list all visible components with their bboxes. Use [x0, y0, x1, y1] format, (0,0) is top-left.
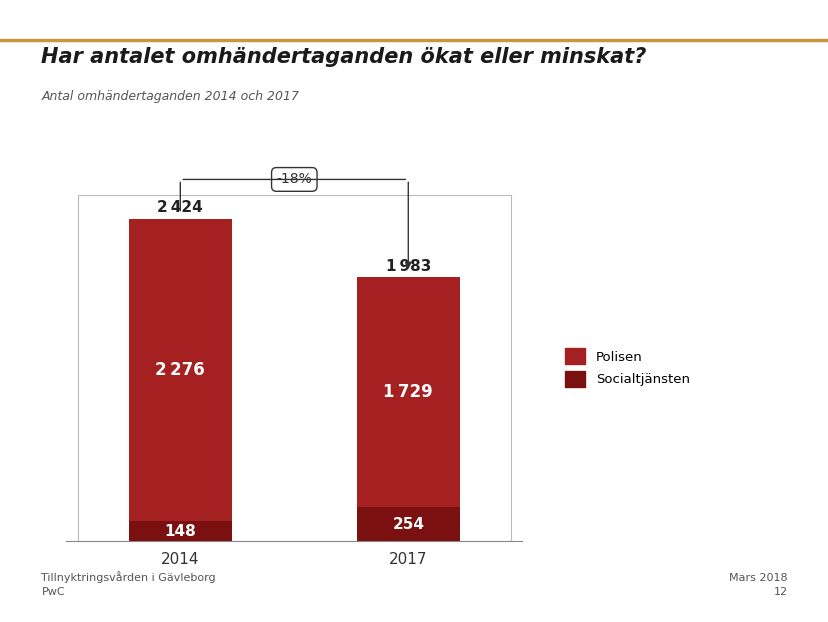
Text: 2 424: 2 424	[157, 200, 203, 215]
Text: Mars 2018
12: Mars 2018 12	[728, 573, 787, 597]
Text: Har antalet omhändertaganden ökat eller minskat?: Har antalet omhändertaganden ökat eller …	[41, 47, 646, 67]
Legend: Polisen, Socialtjänsten: Polisen, Socialtjänsten	[565, 348, 689, 387]
Text: Tillnyktringsvården i Gävleborg
PwC: Tillnyktringsvården i Gävleborg PwC	[41, 571, 216, 597]
Text: 148: 148	[164, 524, 196, 539]
Bar	[129, 521, 231, 541]
Text: Antal omhändertaganden 2014 och 2017: Antal omhändertaganden 2014 och 2017	[41, 90, 299, 103]
Text: -18%: -18%	[276, 172, 312, 187]
Bar	[357, 508, 459, 541]
Bar	[357, 277, 459, 508]
Text: 254: 254	[392, 517, 424, 532]
Bar	[78, 195, 510, 541]
Text: 1 983: 1 983	[385, 259, 431, 274]
Text: 1 729: 1 729	[383, 383, 433, 401]
Bar	[129, 219, 231, 521]
Text: 2 276: 2 276	[155, 361, 205, 379]
